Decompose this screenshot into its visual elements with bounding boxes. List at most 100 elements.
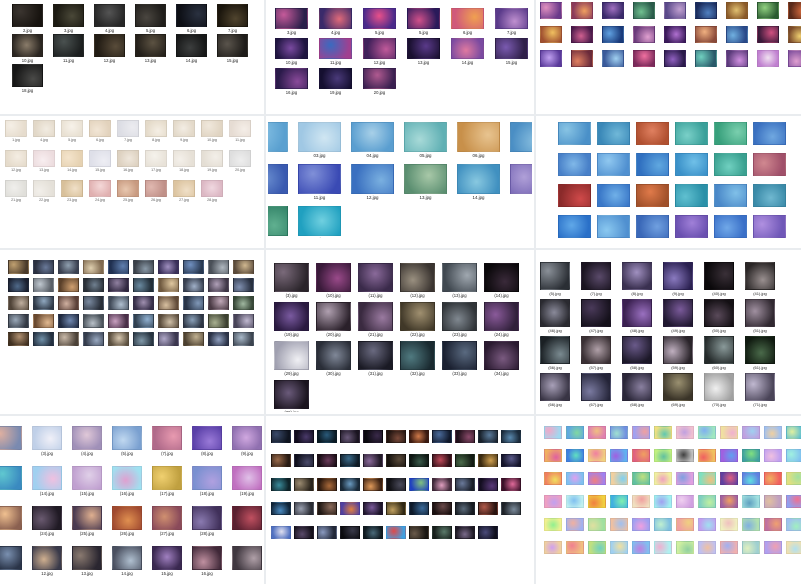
image-thumbnail[interactable] xyxy=(33,332,54,346)
image-thumbnail[interactable] xyxy=(764,518,782,531)
image-thumbnail[interactable] xyxy=(786,541,801,554)
image-thumbnail[interactable] xyxy=(351,164,394,194)
image-thumbnail[interactable] xyxy=(455,478,475,491)
image-thumbnail[interactable] xyxy=(363,68,396,89)
image-thumbnail[interactable] xyxy=(622,336,652,364)
image-thumbnail[interactable] xyxy=(58,278,79,292)
image-thumbnail[interactable] xyxy=(633,2,655,19)
image-thumbnail[interactable] xyxy=(432,502,452,515)
image-thumbnail[interactable] xyxy=(72,506,102,530)
image-thumbnail[interactable] xyxy=(8,296,29,310)
image-thumbnail[interactable] xyxy=(714,122,747,145)
image-thumbnail[interactable] xyxy=(540,299,570,327)
image-thumbnail[interactable] xyxy=(363,430,383,443)
image-thumbnail[interactable] xyxy=(274,380,309,409)
image-thumbnail[interactable] xyxy=(742,472,760,485)
image-thumbnail[interactable] xyxy=(698,449,716,462)
image-thumbnail[interactable] xyxy=(271,478,291,491)
image-thumbnail[interactable] xyxy=(94,4,125,27)
image-thumbnail[interactable] xyxy=(108,296,129,310)
image-thumbnail[interactable] xyxy=(208,278,229,292)
image-thumbnail[interactable] xyxy=(208,314,229,328)
image-thumbnail[interactable] xyxy=(89,180,111,197)
image-thumbnail[interactable] xyxy=(0,506,22,530)
image-thumbnail[interactable] xyxy=(275,68,308,89)
image-thumbnail[interactable] xyxy=(632,518,650,531)
image-thumbnail[interactable] xyxy=(274,341,309,370)
image-thumbnail[interactable] xyxy=(409,454,429,467)
image-thumbnail[interactable] xyxy=(152,546,182,570)
image-thumbnail[interactable] xyxy=(208,296,229,310)
image-thumbnail[interactable] xyxy=(753,153,786,176)
image-thumbnail[interactable] xyxy=(0,466,22,490)
image-thumbnail[interactable] xyxy=(133,260,154,274)
image-thumbnail[interactable] xyxy=(764,472,782,485)
image-thumbnail[interactable] xyxy=(294,478,314,491)
image-thumbnail[interactable] xyxy=(192,466,222,490)
image-thumbnail[interactable] xyxy=(566,541,584,554)
image-thumbnail[interactable] xyxy=(558,122,591,145)
image-thumbnail[interactable] xyxy=(676,426,694,439)
image-thumbnail[interactable] xyxy=(183,332,204,346)
image-thumbnail[interactable] xyxy=(298,164,341,194)
image-thumbnail[interactable] xyxy=(455,430,475,443)
image-thumbnail[interactable] xyxy=(704,336,734,364)
image-thumbnail[interactable] xyxy=(622,262,652,290)
image-thumbnail[interactable] xyxy=(478,478,498,491)
image-thumbnail[interactable] xyxy=(510,164,532,194)
image-thumbnail[interactable] xyxy=(298,206,341,236)
image-thumbnail[interactable] xyxy=(83,296,104,310)
image-thumbnail[interactable] xyxy=(404,122,447,152)
image-thumbnail[interactable] xyxy=(544,495,562,508)
image-thumbnail[interactable] xyxy=(5,150,27,167)
image-thumbnail[interactable] xyxy=(786,426,801,439)
image-thumbnail[interactable] xyxy=(8,260,29,274)
image-thumbnail[interactable] xyxy=(571,50,593,67)
image-thumbnail[interactable] xyxy=(588,449,606,462)
image-thumbnail[interactable] xyxy=(451,8,484,29)
image-thumbnail[interactable] xyxy=(753,215,786,238)
image-thumbnail[interactable] xyxy=(432,430,452,443)
image-thumbnail[interactable] xyxy=(33,278,54,292)
image-thumbnail[interactable] xyxy=(726,50,748,67)
image-thumbnail[interactable] xyxy=(597,184,630,207)
image-thumbnail[interactable] xyxy=(8,332,29,346)
image-thumbnail[interactable] xyxy=(588,518,606,531)
image-thumbnail[interactable] xyxy=(622,299,652,327)
image-thumbnail[interactable] xyxy=(386,430,406,443)
image-thumbnail[interactable] xyxy=(176,4,207,27)
image-thumbnail[interactable] xyxy=(32,506,62,530)
image-thumbnail[interactable] xyxy=(61,180,83,197)
image-thumbnail[interactable] xyxy=(610,472,628,485)
image-thumbnail[interactable] xyxy=(117,150,139,167)
image-thumbnail[interactable] xyxy=(698,518,716,531)
image-thumbnail[interactable] xyxy=(33,120,55,137)
image-thumbnail[interactable] xyxy=(632,541,650,554)
image-thumbnail[interactable] xyxy=(654,541,672,554)
image-thumbnail[interactable] xyxy=(317,526,337,539)
image-thumbnail[interactable] xyxy=(152,426,182,450)
image-thumbnail[interactable] xyxy=(33,260,54,274)
image-thumbnail[interactable] xyxy=(145,150,167,167)
image-thumbnail[interactable] xyxy=(663,336,693,364)
image-thumbnail[interactable] xyxy=(676,472,694,485)
image-thumbnail[interactable] xyxy=(319,38,352,59)
image-thumbnail[interactable] xyxy=(663,373,693,401)
image-thumbnail[interactable] xyxy=(400,263,435,292)
image-thumbnail[interactable] xyxy=(201,120,223,137)
image-thumbnail[interactable] xyxy=(704,262,734,290)
image-thumbnail[interactable] xyxy=(158,332,179,346)
image-thumbnail[interactable] xyxy=(358,341,393,370)
image-thumbnail[interactable] xyxy=(571,26,593,43)
image-thumbnail[interactable] xyxy=(208,260,229,274)
image-thumbnail[interactable] xyxy=(386,478,406,491)
image-thumbnail[interactable] xyxy=(478,502,498,515)
image-thumbnail[interactable] xyxy=(457,122,500,152)
image-thumbnail[interactable] xyxy=(192,506,222,530)
image-thumbnail[interactable] xyxy=(232,466,262,490)
image-thumbnail[interactable] xyxy=(117,180,139,197)
image-thumbnail[interactable] xyxy=(53,4,84,27)
image-thumbnail[interactable] xyxy=(0,426,22,450)
image-thumbnail[interactable] xyxy=(581,336,611,364)
image-thumbnail[interactable] xyxy=(229,120,251,137)
